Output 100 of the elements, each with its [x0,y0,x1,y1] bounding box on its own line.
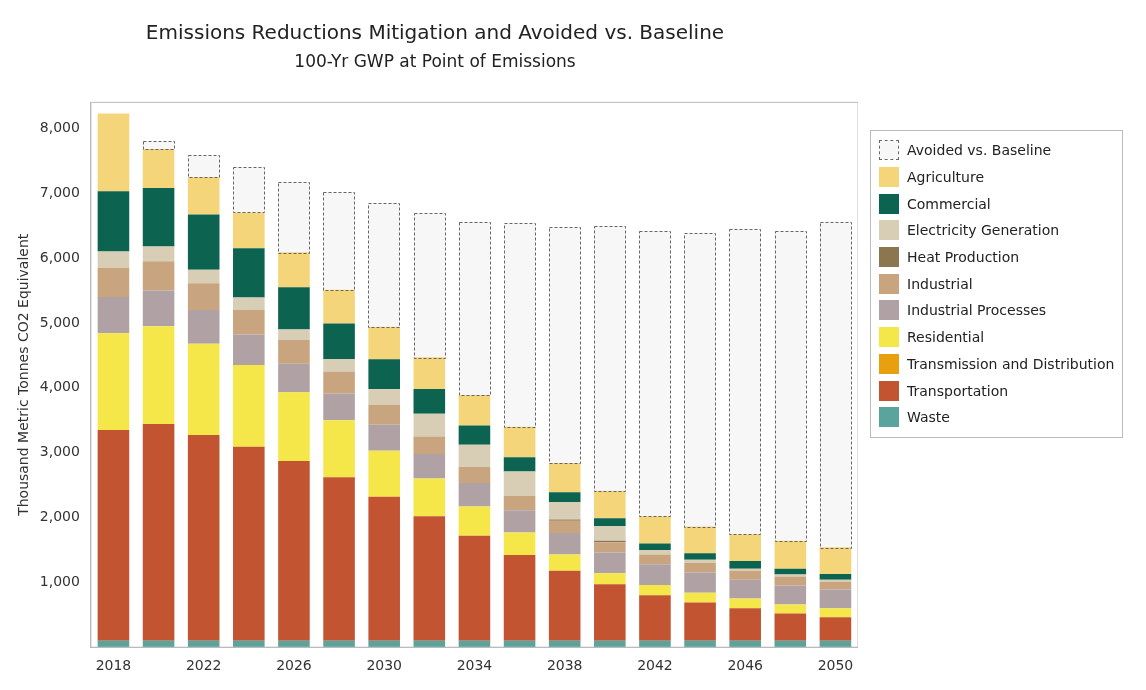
bar [413,478,446,517]
bar [142,640,175,648]
bar [639,554,671,565]
bar [368,640,400,648]
bar [548,570,581,641]
bar [774,604,807,614]
bar [368,389,400,405]
chart-subtitle: 100-Yr GWP at Point of Emissions [294,50,576,71]
bar [187,283,220,310]
legend-label: Heat Production [907,249,1020,266]
y-axis-title: Thousand Metric Tonnes CO2 Equivalent [15,233,32,517]
bar [639,640,671,648]
bar [639,549,671,555]
bar [819,589,852,609]
bar [323,640,355,648]
bar [97,333,130,430]
bar [278,363,310,393]
y-tick-label: 1,000 [39,572,80,589]
bar [458,535,491,641]
legend-label: Waste [907,409,950,426]
bar [458,466,491,484]
bar [729,579,761,599]
bar [774,613,807,641]
bar [503,510,536,533]
bar [142,261,175,291]
bar [684,526,716,554]
bar [142,188,175,247]
bar [323,371,355,394]
legend-label: Electricity Generation [907,222,1060,239]
bar [187,435,220,641]
bar [548,640,581,648]
bar [684,559,716,563]
bar [278,640,310,648]
bar [278,329,310,340]
bar [323,420,355,478]
bar [368,496,400,641]
bar [458,444,491,467]
x-tick-label: 2046 [727,657,764,674]
bar [278,287,310,330]
bar [684,572,716,593]
bar [413,436,446,454]
x-tick-label: 2026 [276,657,312,674]
x-tick-label: 2018 [95,657,132,674]
bar [819,608,852,618]
bar [639,543,671,550]
y-tick-label: 4,000 [39,378,80,395]
bar [729,640,761,648]
bar [729,534,761,561]
bar [233,309,265,335]
bar [594,542,626,553]
x-tick-label: 2038 [546,657,583,674]
bar [774,540,807,569]
bar [323,359,355,372]
bar [187,343,220,436]
bar [97,267,130,297]
bar [413,640,446,648]
bar [97,640,130,648]
bar [413,389,446,414]
bar [774,640,807,648]
bar [458,425,491,445]
bar [729,598,761,609]
bar [187,269,220,284]
bar [233,446,265,641]
bar [819,640,852,648]
legend-label: Industrial Processes [907,302,1047,319]
bar [819,573,852,580]
bar [233,334,265,366]
bar [774,568,807,575]
bar [684,592,716,603]
bar [413,453,446,479]
x-tick-label: 2042 [637,657,673,674]
bar [548,533,581,555]
bar [368,326,400,360]
bar [142,326,175,425]
bar [548,554,581,571]
bar [187,309,220,344]
bar [413,413,446,437]
y-tick-label: 7,000 [39,183,80,200]
x-tick-label: 2034 [456,657,493,674]
bar [413,357,446,390]
bar [413,516,446,641]
bar [187,640,220,648]
bar [458,640,491,648]
bar [503,555,536,641]
legend-label: Agriculture [907,169,984,186]
bar [503,471,536,497]
bar [503,496,536,511]
legend-label: Commercial [907,195,991,212]
bar [594,552,626,574]
x-tick-label: 2050 [817,657,854,674]
bar [368,404,400,425]
bar [97,296,130,334]
bar [729,608,761,641]
bar [594,490,626,519]
bar [684,553,716,560]
bar [278,461,310,641]
bar [97,113,130,192]
legend-label: Industrial [907,275,973,292]
bar [639,595,671,641]
bar [594,525,626,541]
